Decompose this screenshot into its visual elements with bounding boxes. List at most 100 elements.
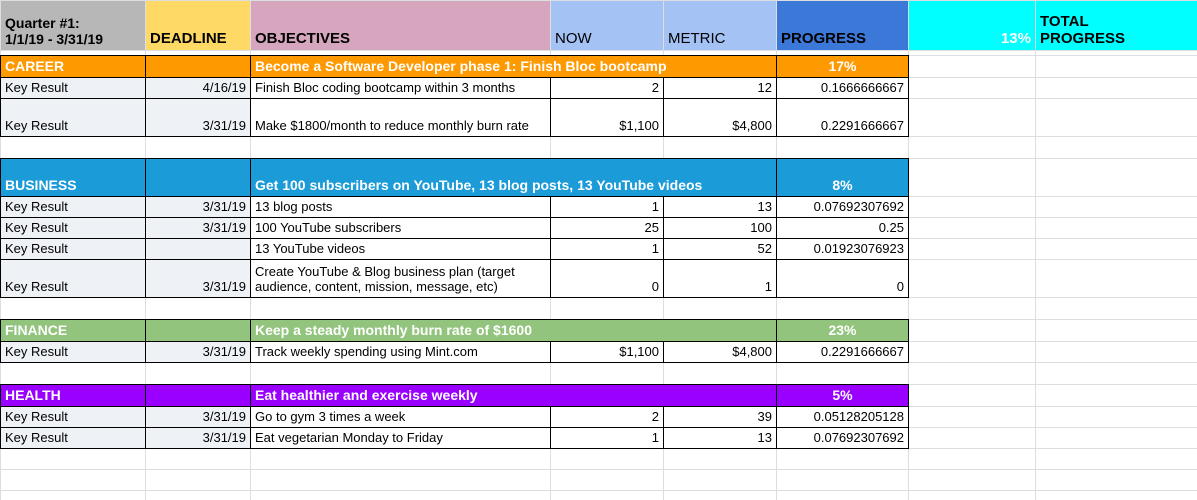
empty-cell[interactable]: [908, 259, 1036, 298]
deadline-cell[interactable]: 3/31/19: [145, 259, 251, 298]
deadline-cell[interactable]: 3/31/19: [145, 341, 251, 363]
empty-cell[interactable]: [1035, 217, 1197, 239]
section-name-cell[interactable]: BUSINESS: [0, 158, 146, 197]
metric-header-cell[interactable]: METRIC: [663, 0, 777, 51]
metric-cell[interactable]: $4,800: [663, 98, 777, 137]
empty-cell[interactable]: [663, 297, 777, 320]
empty-cell[interactable]: [908, 217, 1036, 239]
now-cell[interactable]: 1: [550, 196, 664, 218]
objective-cell[interactable]: Eat vegetarian Monday to Friday: [250, 427, 551, 449]
empty-cell[interactable]: [1035, 490, 1197, 500]
empty-cell[interactable]: [0, 362, 146, 385]
section-empty-cell[interactable]: [145, 158, 251, 197]
objectives-header-cell[interactable]: OBJECTIVES: [250, 0, 551, 51]
objective-cell[interactable]: Make $1800/month to reduce monthly burn …: [250, 98, 551, 137]
empty-cell[interactable]: [776, 362, 909, 385]
objective-cell[interactable]: Go to gym 3 times a week: [250, 406, 551, 428]
empty-cell[interactable]: [776, 448, 909, 470]
key-result-label-cell[interactable]: Key Result: [0, 98, 146, 137]
progress-cell[interactable]: 0.2291666667: [776, 341, 909, 363]
section-progress-cell[interactable]: 5%: [776, 384, 909, 407]
deadline-cell[interactable]: 3/31/19: [145, 217, 251, 239]
empty-cell[interactable]: [908, 98, 1036, 137]
empty-cell[interactable]: [663, 136, 777, 159]
empty-cell[interactable]: [550, 297, 664, 320]
objective-cell[interactable]: Create YouTube & Blog business plan (tar…: [250, 259, 551, 298]
empty-cell[interactable]: [0, 469, 146, 491]
now-cell[interactable]: 1: [550, 427, 664, 449]
empty-cell[interactable]: [908, 297, 1036, 320]
empty-cell[interactable]: [1035, 196, 1197, 218]
section-name-cell[interactable]: CAREER: [0, 55, 146, 78]
section-empty-cell[interactable]: [145, 319, 251, 342]
empty-cell[interactable]: [1035, 384, 1197, 407]
empty-cell[interactable]: [663, 490, 777, 500]
empty-cell[interactable]: [1035, 98, 1197, 137]
empty-cell[interactable]: [663, 448, 777, 470]
empty-cell[interactable]: [250, 362, 551, 385]
empty-cell[interactable]: [1035, 136, 1197, 159]
key-result-label-cell[interactable]: Key Result: [0, 259, 146, 298]
empty-cell[interactable]: [908, 196, 1036, 218]
empty-cell[interactable]: [908, 319, 1036, 342]
section-objective-cell[interactable]: Get 100 subscribers on YouTube, 13 blog …: [250, 158, 777, 197]
empty-cell[interactable]: [663, 362, 777, 385]
key-result-label-cell[interactable]: Key Result: [0, 77, 146, 99]
empty-cell[interactable]: [250, 469, 551, 491]
empty-cell[interactable]: [0, 448, 146, 470]
section-objective-cell[interactable]: Keep a steady monthly burn rate of $1600: [250, 319, 777, 342]
key-result-label-cell[interactable]: Key Result: [0, 217, 146, 239]
empty-cell[interactable]: [550, 362, 664, 385]
empty-cell[interactable]: [250, 448, 551, 470]
empty-cell[interactable]: [145, 490, 251, 500]
now-header-cell[interactable]: NOW: [550, 0, 664, 51]
now-cell[interactable]: 0: [550, 259, 664, 298]
total-progress-header-cell[interactable]: TOTAL PROGRESS: [1035, 0, 1197, 51]
empty-cell[interactable]: [1035, 469, 1197, 491]
objective-cell[interactable]: Track weekly spending using Mint.com: [250, 341, 551, 363]
section-objective-cell[interactable]: Become a Software Developer phase 1: Fin…: [250, 55, 777, 78]
metric-cell[interactable]: 12: [663, 77, 777, 99]
key-result-label-cell[interactable]: Key Result: [0, 406, 146, 428]
empty-cell[interactable]: [1035, 319, 1197, 342]
empty-cell[interactable]: [145, 136, 251, 159]
progress-cell[interactable]: 0.07692307692: [776, 427, 909, 449]
section-progress-cell[interactable]: 23%: [776, 319, 909, 342]
empty-cell[interactable]: [145, 469, 251, 491]
empty-cell[interactable]: [1035, 77, 1197, 99]
empty-cell[interactable]: [550, 469, 664, 491]
metric-cell[interactable]: 1: [663, 259, 777, 298]
section-progress-cell[interactable]: 8%: [776, 158, 909, 197]
empty-cell[interactable]: [1035, 158, 1197, 197]
empty-cell[interactable]: [550, 136, 664, 159]
empty-cell[interactable]: [776, 297, 909, 320]
now-cell[interactable]: 25: [550, 217, 664, 239]
empty-cell[interactable]: [145, 362, 251, 385]
progress-cell[interactable]: 0.05128205128: [776, 406, 909, 428]
now-cell[interactable]: $1,100: [550, 341, 664, 363]
metric-cell[interactable]: 39: [663, 406, 777, 428]
metric-cell[interactable]: 100: [663, 217, 777, 239]
empty-cell[interactable]: [908, 427, 1036, 449]
empty-cell[interactable]: [776, 490, 909, 500]
key-result-label-cell[interactable]: Key Result: [0, 196, 146, 218]
empty-cell[interactable]: [776, 136, 909, 159]
progress-cell[interactable]: 0: [776, 259, 909, 298]
empty-cell[interactable]: [1035, 362, 1197, 385]
deadline-cell[interactable]: 3/31/19: [145, 98, 251, 137]
progress-cell[interactable]: 0.01923076923: [776, 238, 909, 260]
progress-cell[interactable]: 0.07692307692: [776, 196, 909, 218]
empty-cell[interactable]: [0, 136, 146, 159]
empty-cell[interactable]: [1035, 259, 1197, 298]
empty-cell[interactable]: [550, 490, 664, 500]
empty-cell[interactable]: [908, 238, 1036, 260]
empty-cell[interactable]: [908, 362, 1036, 385]
now-cell[interactable]: 2: [550, 77, 664, 99]
empty-cell[interactable]: [908, 469, 1036, 491]
deadline-cell[interactable]: 3/31/19: [145, 196, 251, 218]
deadline-cell[interactable]: 3/31/19: [145, 427, 251, 449]
empty-cell[interactable]: [550, 448, 664, 470]
key-result-label-cell[interactable]: Key Result: [0, 341, 146, 363]
deadline-cell[interactable]: 4/16/19: [145, 77, 251, 99]
empty-cell[interactable]: [1035, 448, 1197, 470]
